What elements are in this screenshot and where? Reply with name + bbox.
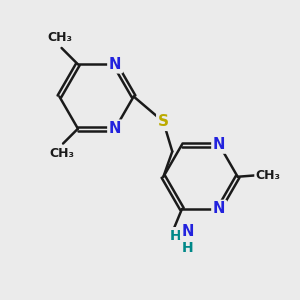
Text: CH₃: CH₃	[48, 31, 73, 44]
Text: N: N	[213, 201, 225, 216]
Text: H: H	[170, 229, 182, 243]
Text: CH₃: CH₃	[256, 169, 281, 182]
Text: N: N	[182, 224, 194, 239]
Text: S: S	[158, 114, 169, 129]
Text: N: N	[109, 57, 121, 72]
Text: N: N	[109, 121, 121, 136]
Text: N: N	[213, 137, 225, 152]
Text: CH₃: CH₃	[49, 147, 74, 161]
Text: H: H	[182, 241, 194, 255]
